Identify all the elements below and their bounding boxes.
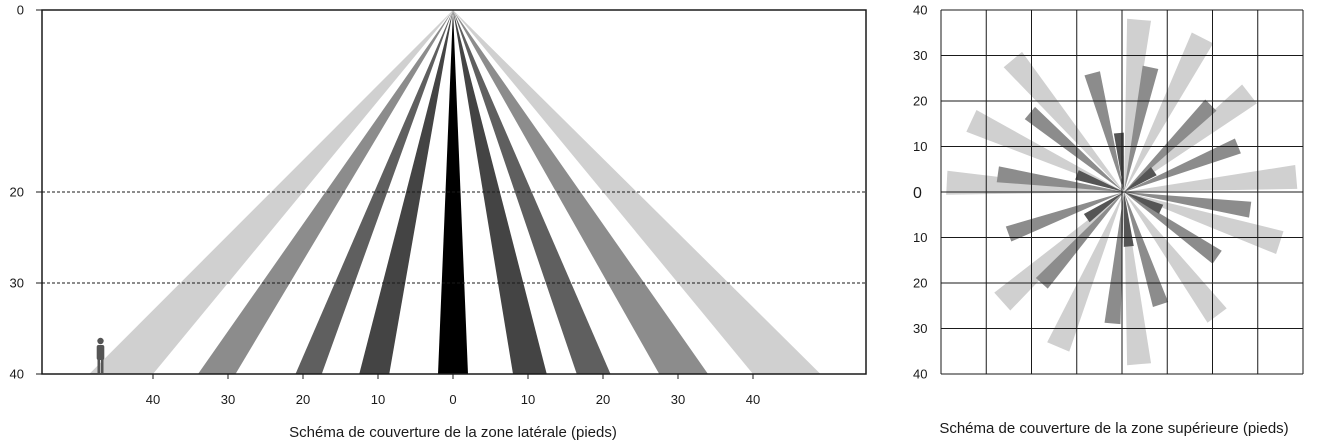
top-beam-16 [1124, 192, 1222, 264]
side-x-tick-label-7: 30 [671, 392, 685, 407]
top-y-tick-label-6: 20 [913, 276, 927, 291]
top-y-tick-label-3: 10 [913, 139, 927, 154]
top-grid [940, 9, 1304, 375]
top-beam-17 [1124, 192, 1169, 307]
top-beam-29 [1075, 170, 1124, 192]
side-beam-1 [198, 10, 453, 374]
side-x-axis: 40 30 20 10 0 10 20 30 40 [146, 374, 760, 407]
side-beam-6 [453, 10, 611, 374]
top-coverage-diagram: 40 30 20 10 0 10 20 30 40 Schéma de couverture d… [913, 3, 1304, 437]
top-beam-18 [1104, 192, 1124, 325]
top-beam-13 [1124, 99, 1217, 192]
top-beams [946, 18, 1298, 366]
top-beam-20 [1005, 192, 1124, 242]
top-y-tick-label-8: 40 [913, 367, 927, 382]
side-x-tick-label-0: 40 [146, 392, 160, 407]
top-beam-5 [1124, 192, 1227, 323]
side-x-tick-label-3: 10 [371, 392, 385, 407]
top-beam-21 [996, 166, 1124, 192]
top-y-tick-label-7: 30 [913, 321, 927, 336]
top-beam-28 [1083, 192, 1124, 223]
side-caption: Schéma de couverture de la zone latérale… [289, 424, 617, 441]
side-dashed-lines [42, 191, 866, 284]
top-y-tick-label-1: 30 [913, 48, 927, 63]
side-y-tick-label-1: 20 [10, 185, 24, 200]
side-x-tick-label-2: 20 [296, 392, 310, 407]
top-beam-12 [1124, 65, 1159, 192]
side-x-tick-label-5: 10 [521, 392, 535, 407]
top-beam-24 [1113, 132, 1124, 192]
side-x-tick-label-6: 20 [596, 392, 610, 407]
side-y-tick-label-2: 30 [10, 276, 24, 291]
top-beam-2 [1124, 84, 1257, 192]
top-beam-19 [1035, 192, 1124, 289]
top-beam-8 [994, 192, 1124, 311]
top-beam-4 [1124, 192, 1284, 255]
top-beam-27 [1123, 192, 1134, 247]
standing-person-icon [96, 337, 105, 373]
top-beam-15 [1124, 192, 1252, 218]
top-beam-7 [1047, 192, 1124, 352]
top-caption: Schéma de couverture de la zone supérieu… [939, 420, 1288, 437]
top-beam-22 [1024, 106, 1124, 192]
side-x-tick-label-4: 0 [449, 392, 456, 407]
top-beam-11 [1003, 51, 1124, 192]
top-beam-26 [1124, 192, 1164, 214]
top-beam-1 [1124, 32, 1214, 192]
top-beam-25 [1124, 167, 1157, 192]
side-coverage-diagram: 0 20 30 40 40 30 20 10 0 10 20 30 40 Schéma de couv… [10, 3, 867, 441]
top-beam-14 [1124, 138, 1241, 192]
side-y-tick-label-0: 0 [17, 3, 24, 18]
side-x-tick-label-8: 40 [746, 392, 760, 407]
top-beam-10 [966, 109, 1124, 192]
top-y-tick-label-0: 40 [913, 3, 927, 18]
top-y-tick-label-2: 20 [913, 94, 927, 109]
side-y-tick-label-3: 40 [10, 367, 24, 382]
top-y-tick-label-4: 0 [913, 185, 922, 202]
side-x-tick-label-1: 30 [221, 392, 235, 407]
side-y-axis: 0 20 30 40 [10, 3, 42, 382]
top-y-axis: 40 30 20 10 0 10 20 30 40 [913, 3, 927, 382]
side-beam-0 [89, 10, 453, 374]
top-y-tick-label-5: 10 [913, 230, 927, 245]
